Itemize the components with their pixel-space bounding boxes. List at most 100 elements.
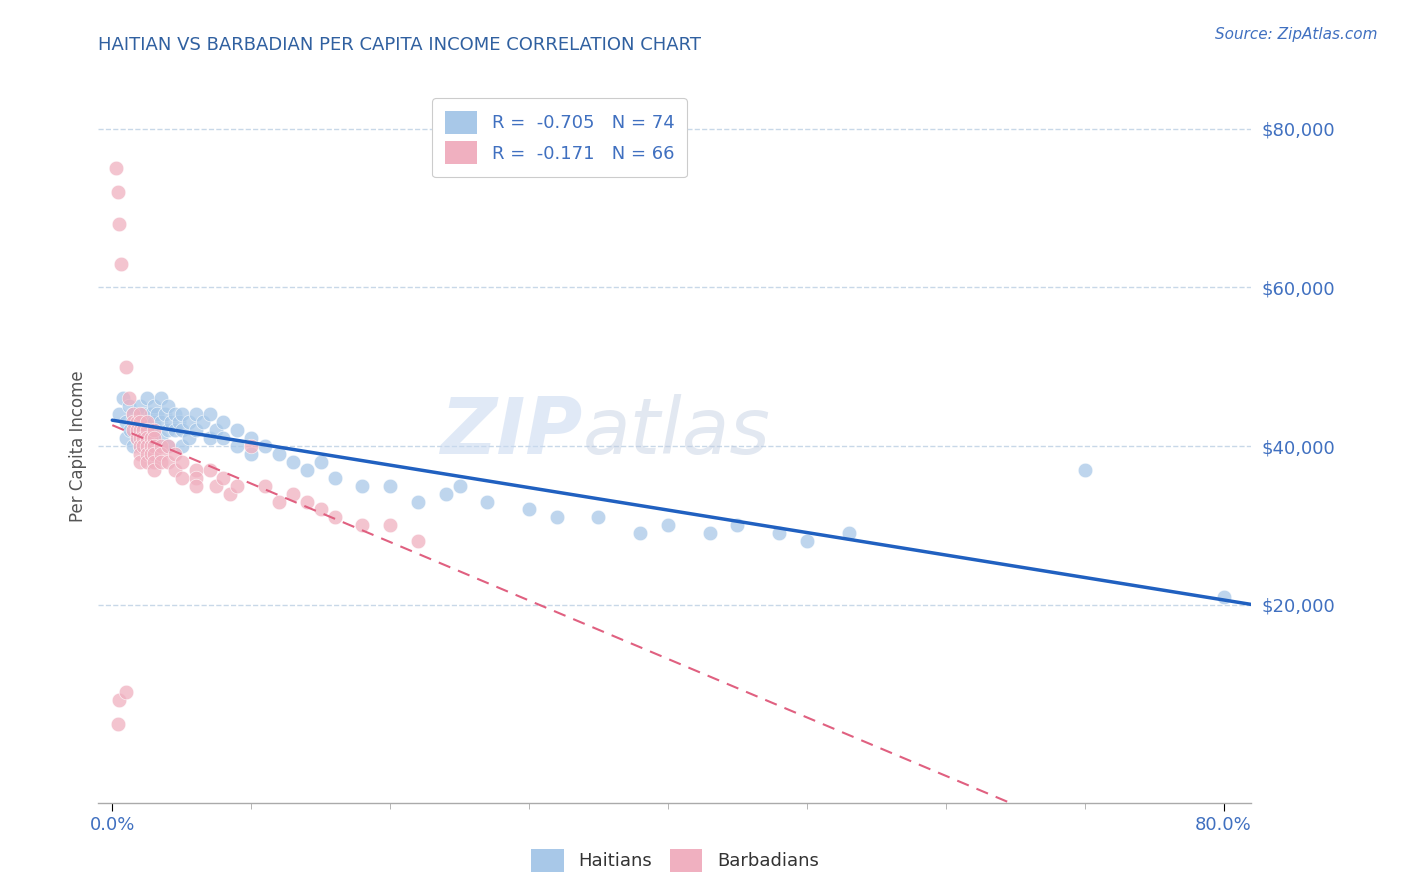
- Point: [143, 400, 166, 414]
- Point: [163, 463, 186, 477]
- Point: [205, 423, 228, 437]
- Point: [108, 407, 131, 421]
- Point: [406, 534, 429, 549]
- Point: [177, 431, 200, 445]
- Point: [132, 407, 155, 421]
- Point: [115, 431, 138, 445]
- Point: [352, 478, 374, 492]
- Point: [108, 217, 131, 231]
- Point: [295, 463, 318, 477]
- Point: [1212, 590, 1234, 604]
- Point: [115, 415, 138, 429]
- Point: [129, 423, 152, 437]
- Point: [177, 415, 200, 429]
- Point: [205, 478, 228, 492]
- Point: [149, 455, 172, 469]
- Point: [323, 510, 346, 524]
- Point: [163, 447, 186, 461]
- Point: [281, 486, 304, 500]
- Point: [136, 447, 159, 461]
- Point: [143, 431, 166, 445]
- Point: [184, 407, 207, 421]
- Point: [115, 685, 138, 699]
- Point: [159, 415, 181, 429]
- Point: [127, 423, 149, 437]
- Point: [170, 471, 193, 485]
- Point: [588, 510, 610, 524]
- Point: [167, 415, 190, 429]
- Point: [517, 502, 540, 516]
- Point: [141, 423, 163, 437]
- Point: [546, 510, 568, 524]
- Legend: Haitians, Barbadians: Haitians, Barbadians: [524, 842, 825, 880]
- Point: [143, 463, 166, 477]
- Point: [309, 502, 332, 516]
- Point: [153, 407, 176, 421]
- Point: [170, 439, 193, 453]
- Point: [136, 431, 159, 445]
- Point: [127, 431, 149, 445]
- Point: [219, 486, 242, 500]
- Point: [127, 415, 149, 429]
- Point: [129, 415, 152, 429]
- Point: [434, 486, 457, 500]
- Point: [141, 447, 163, 461]
- Point: [226, 423, 249, 437]
- Point: [352, 518, 374, 533]
- Point: [212, 471, 235, 485]
- Point: [132, 423, 155, 437]
- Point: [136, 415, 159, 429]
- Point: [406, 494, 429, 508]
- Text: atlas: atlas: [582, 393, 770, 470]
- Point: [129, 439, 152, 453]
- Point: [240, 431, 263, 445]
- Point: [240, 439, 263, 453]
- Point: [145, 407, 167, 421]
- Point: [170, 423, 193, 437]
- Point: [122, 439, 145, 453]
- Text: ZIP: ZIP: [440, 393, 582, 470]
- Point: [143, 423, 166, 437]
- Point: [143, 447, 166, 461]
- Point: [254, 439, 277, 453]
- Point: [143, 431, 166, 445]
- Point: [136, 392, 159, 406]
- Point: [132, 431, 155, 445]
- Point: [129, 407, 152, 421]
- Point: [191, 415, 214, 429]
- Y-axis label: Per Capita Income: Per Capita Income: [69, 370, 87, 522]
- Point: [118, 400, 141, 414]
- Point: [110, 257, 132, 271]
- Point: [212, 415, 235, 429]
- Point: [108, 692, 131, 706]
- Point: [141, 431, 163, 445]
- Point: [267, 494, 290, 508]
- Point: [107, 716, 129, 731]
- Point: [149, 415, 172, 429]
- Point: [198, 463, 221, 477]
- Point: [657, 518, 679, 533]
- Point: [129, 455, 152, 469]
- Point: [184, 423, 207, 437]
- Point: [118, 392, 141, 406]
- Point: [136, 431, 159, 445]
- Point: [136, 423, 159, 437]
- Point: [143, 415, 166, 429]
- Point: [136, 415, 159, 429]
- Point: [725, 518, 748, 533]
- Point: [267, 447, 290, 461]
- Point: [163, 407, 186, 421]
- Point: [122, 407, 145, 421]
- Point: [149, 431, 172, 445]
- Point: [240, 447, 263, 461]
- Point: [156, 439, 179, 453]
- Point: [127, 431, 149, 445]
- Point: [105, 161, 128, 176]
- Point: [378, 518, 401, 533]
- Point: [156, 400, 179, 414]
- Point: [1073, 463, 1095, 477]
- Point: [184, 478, 207, 492]
- Point: [129, 415, 152, 429]
- Point: [141, 407, 163, 421]
- Point: [323, 471, 346, 485]
